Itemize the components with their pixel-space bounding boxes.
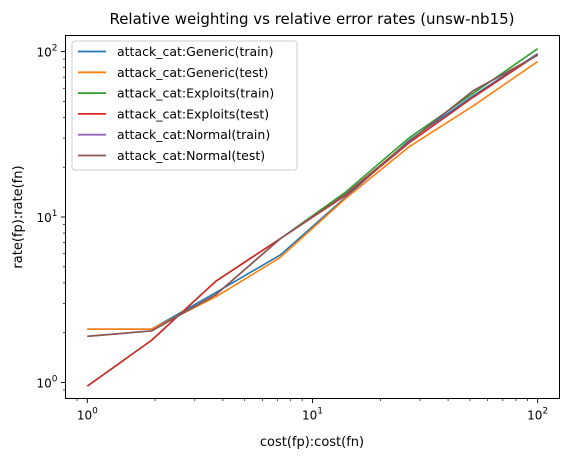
legend-label-1: attack_cat:Generic(test) xyxy=(117,65,268,80)
y-tick-label-2: 102 xyxy=(36,44,57,60)
legend-label-3: attack_cat:Exploits(test) xyxy=(117,106,269,121)
x-tick-label-1: 101 xyxy=(302,407,323,423)
legend-label-0: attack_cat:Generic(train) xyxy=(117,44,273,59)
x-tick-label-0: 100 xyxy=(77,407,98,423)
x-tick-label-2: 102 xyxy=(527,407,548,423)
legend: attack_cat:Generic(train) attack_cat:Gene… xyxy=(71,40,298,171)
y-tick-label-1: 101 xyxy=(36,209,57,225)
legend-label-4: attack_cat:Normal(train) xyxy=(117,127,270,142)
x-axis-ticks: 100 101 102 xyxy=(76,398,548,423)
legend-label-5: attack_cat:Normal(test) xyxy=(117,148,265,163)
y-axis-label: rate(fp):rate(fn) xyxy=(11,165,26,268)
x-axis-label: cost(fp):cost(fn) xyxy=(260,435,364,450)
y-axis-ticks: 100 101 102 xyxy=(36,44,66,390)
series-line-1 xyxy=(87,60,539,330)
legend-label-2: attack_cat:Exploits(train) xyxy=(117,86,274,101)
chart-title: Relative weighting vs relative error rat… xyxy=(109,10,514,28)
series-line-5 xyxy=(87,54,539,338)
y-tick-label-0: 100 xyxy=(36,374,57,390)
series-layer xyxy=(86,48,539,387)
legend-frame xyxy=(71,40,298,171)
